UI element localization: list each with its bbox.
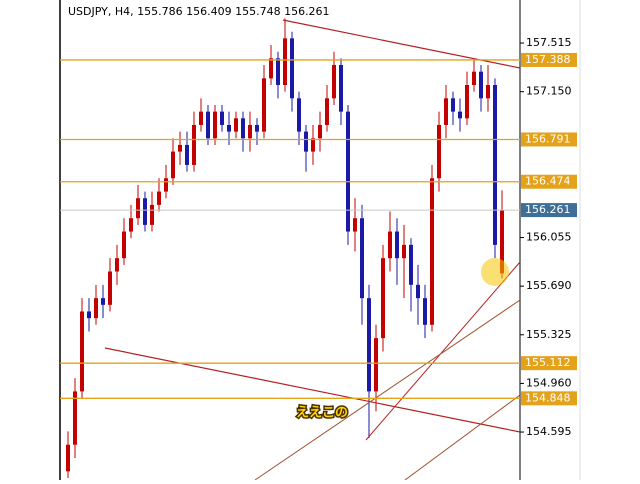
candle-body — [290, 38, 294, 99]
current-price-label: 156.261 — [525, 203, 571, 216]
candle-body — [451, 98, 455, 112]
candle-body — [185, 144, 189, 165]
candle-body — [437, 124, 441, 179]
level-label: 156.791 — [525, 132, 571, 145]
level-label: 157.388 — [525, 53, 571, 66]
candle-body — [416, 284, 420, 299]
candle-body — [262, 78, 266, 132]
trend-line — [365, 261, 521, 441]
candle-body — [115, 258, 119, 272]
candle-body — [73, 391, 77, 445]
candle-body — [465, 84, 469, 119]
candle-body — [283, 38, 287, 85]
candle-body — [479, 71, 483, 99]
candle-body — [178, 144, 182, 152]
level-label: 156.474 — [525, 175, 571, 188]
y-tick-label: 157.150 — [526, 85, 572, 98]
y-tick-label: 155.690 — [526, 279, 572, 292]
candle-body — [353, 218, 357, 232]
candle-body — [227, 124, 231, 132]
candle-body — [234, 118, 238, 132]
chart-title: USDJPY, H4, 155.786 156.409 155.748 156.… — [68, 5, 330, 18]
candle-body — [297, 98, 301, 132]
candle-body — [346, 111, 350, 232]
candle-body — [304, 131, 308, 152]
candle-body — [87, 311, 91, 319]
level-box — [521, 174, 577, 189]
candle-body — [318, 124, 322, 139]
highlight — [481, 258, 509, 286]
candle-body — [500, 210, 504, 274]
trend-line — [104, 347, 521, 433]
candle-body — [94, 298, 98, 319]
trend-line — [404, 394, 521, 481]
candle-body — [248, 124, 252, 139]
candle-body — [409, 244, 413, 285]
candle-body — [66, 444, 70, 472]
candle-body — [402, 244, 406, 259]
annotation: ええこの — [296, 406, 348, 421]
candle-body — [381, 258, 385, 339]
candle-body — [220, 111, 224, 125]
candle-body — [423, 298, 427, 325]
candle-body — [339, 65, 343, 112]
candle-body — [122, 231, 126, 259]
candle-body — [367, 298, 371, 392]
y-tick-label: 157.515 — [526, 36, 572, 49]
trend-line — [254, 299, 521, 481]
level-box — [521, 356, 577, 371]
candle-body — [395, 231, 399, 259]
candle-body — [311, 138, 315, 152]
y-tick-label: 156.055 — [526, 231, 572, 244]
marks — [66, 18, 524, 479]
candle-body — [108, 271, 112, 305]
y-tick-label: 154.960 — [526, 376, 572, 389]
level-box — [521, 52, 577, 67]
candle-body — [136, 198, 140, 219]
candle-body — [332, 65, 336, 99]
candle-body — [276, 58, 280, 85]
current-price-box — [521, 203, 577, 218]
candle-body — [493, 84, 497, 245]
candle-body — [486, 84, 490, 99]
candle-body — [374, 338, 378, 392]
candle-body — [255, 124, 259, 132]
candle-body — [101, 298, 105, 305]
candle-body — [150, 204, 154, 225]
candle-body — [472, 71, 476, 85]
level-label: 154.848 — [525, 391, 571, 404]
candle-body — [129, 218, 133, 232]
level-box — [521, 391, 577, 406]
candle-body — [269, 58, 273, 79]
candle-body — [199, 111, 203, 125]
candle-body — [171, 151, 175, 179]
candle-body — [206, 111, 210, 139]
candle-body — [360, 218, 364, 299]
candle-body — [325, 98, 329, 125]
candle-body — [458, 111, 462, 119]
candle-body — [164, 178, 168, 192]
y-tick-label: 154.595 — [526, 425, 572, 438]
candle-body — [80, 311, 84, 392]
level-label: 155.112 — [525, 356, 571, 369]
candle-body — [157, 191, 161, 205]
candle-body — [388, 231, 392, 259]
y-tick-label: 155.325 — [526, 328, 572, 341]
candle-body — [192, 124, 196, 165]
candle-body — [430, 178, 434, 325]
candle-body — [444, 98, 448, 125]
level-box — [521, 132, 577, 147]
candle-body — [241, 118, 245, 139]
candle-body — [143, 198, 147, 225]
candle-body — [213, 111, 217, 139]
